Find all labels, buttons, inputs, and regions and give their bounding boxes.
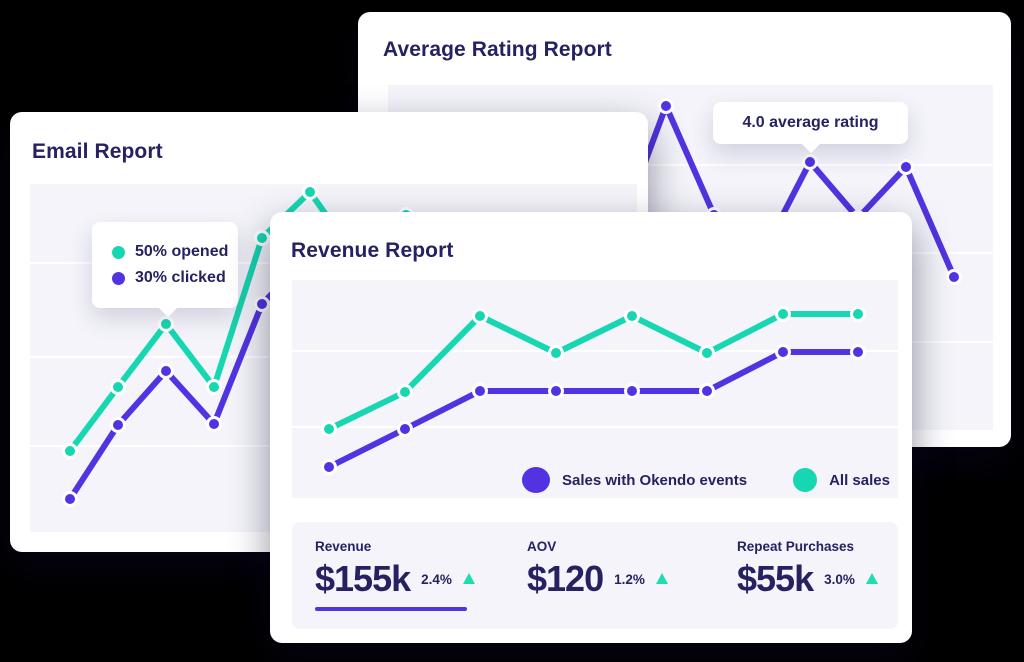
trend-up-icon <box>865 572 878 584</box>
stat-aov-label: AOV <box>527 539 557 554</box>
stat-aov-value: $120 <box>527 558 604 599</box>
average-rating-report-title: Average Rating Report <box>383 38 612 61</box>
stat-repeat-purchases-value: $55k <box>737 558 814 599</box>
okendo-sales-legend-dot-icon <box>522 467 550 493</box>
stat-repeat-purchases-change: 3.0% <box>824 571 855 587</box>
revenue-chart-area <box>292 280 898 498</box>
email-report-title: Email Report <box>32 140 163 163</box>
stat-aov: AOV $120 1.2% <box>527 539 668 597</box>
stat-revenue-change: 2.4% <box>421 571 452 587</box>
stat-aov-change: 1.2% <box>614 571 645 587</box>
email-tooltip: 50% opened 30% clicked <box>92 222 238 317</box>
email-tooltip-opened-row: 50% opened <box>112 243 238 261</box>
trend-up-icon <box>655 572 668 584</box>
all-sales-legend-label: All sales <box>829 471 890 489</box>
revenue-report-card: Revenue Report Sales with Okendo events … <box>270 212 912 643</box>
stat-repeat-purchases: Repeat Purchases $55k 3.0% <box>737 539 878 597</box>
revenue-report-title: Revenue Report <box>291 239 454 262</box>
opened-series-dot-icon <box>112 245 125 259</box>
stat-revenue: Revenue $155k 2.4% <box>315 539 475 597</box>
email-tooltip-clicked-label: 30% clicked <box>135 269 226 286</box>
average-rating-tooltip: 4.0 average rating <box>713 102 908 153</box>
revenue-stats-panel: Revenue $155k 2.4% AOV $120 1.2% Repeat … <box>292 522 898 629</box>
email-tooltip-clicked-row: 30% clicked <box>112 269 238 287</box>
stat-revenue-label: Revenue <box>315 539 372 554</box>
tooltip-pointer-icon <box>158 307 178 317</box>
clicked-series-dot-icon <box>112 271 125 285</box>
okendo-sales-legend-label: Sales with Okendo events <box>562 471 748 489</box>
email-tooltip-opened-label: 50% opened <box>135 243 229 260</box>
average-rating-tooltip-label: 4.0 average rating <box>742 114 879 131</box>
trend-up-icon <box>462 572 475 584</box>
tooltip-pointer-icon <box>801 143 821 153</box>
stat-revenue-underline <box>315 607 467 611</box>
all-sales-legend-dot-icon <box>793 468 818 492</box>
revenue-chart-legend: Sales with Okendo events All sales <box>522 467 890 493</box>
stat-revenue-value: $155k <box>315 558 411 599</box>
stat-repeat-purchases-label: Repeat Purchases <box>737 539 855 554</box>
